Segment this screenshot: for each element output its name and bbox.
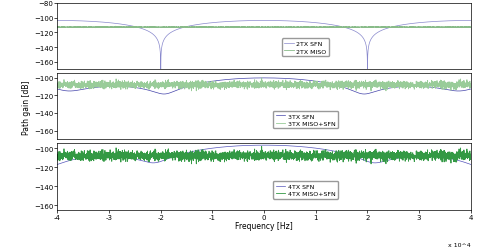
X-axis label: Frequency [Hz]: Frequency [Hz] [235, 222, 293, 230]
2TX MISO [468, 26, 474, 29]
2TX MISO [251, 26, 257, 30]
2TX MISO [355, 26, 361, 29]
Y-axis label: Path gain [dB]: Path gain [dB] [22, 80, 31, 134]
3TX SFN [456, 90, 461, 93]
3TX MISO+SFN [368, 90, 374, 93]
4TX MISO+SFN [456, 152, 461, 155]
2TX SFN [232, 20, 238, 24]
Legend: 3TX SFN, 3TX MISO+SFN: 3TX SFN, 3TX MISO+SFN [273, 111, 338, 129]
3TX SFN [355, 92, 361, 95]
3TX SFN [228, 78, 234, 81]
Line: 4TX SFN: 4TX SFN [57, 146, 471, 165]
4TX SFN [468, 163, 474, 166]
2TX MISO [228, 26, 234, 29]
4TX MISO+SFN [231, 154, 237, 157]
4TX MISO+SFN [54, 154, 60, 157]
2TX MISO [54, 26, 60, 29]
4TX MISO+SFN [259, 146, 264, 148]
3TX SFN [468, 88, 474, 91]
3TX MISO+SFN [468, 84, 474, 87]
Line: 3TX SFN: 3TX SFN [57, 78, 471, 95]
3TX SFN [54, 88, 60, 91]
Line: 2TX SFN: 2TX SFN [57, 21, 471, 71]
4TX SFN [251, 144, 257, 147]
4TX SFN [54, 163, 60, 166]
3TX MISO+SFN [228, 83, 234, 86]
2TX MISO [206, 27, 211, 30]
3TX SFN [361, 93, 367, 96]
4TX SFN [355, 156, 361, 160]
Line: 4TX MISO+SFN: 4TX MISO+SFN [57, 147, 471, 164]
2TX SFN [456, 20, 461, 23]
Legend: 2TX SFN, 2TX MISO: 2TX SFN, 2TX MISO [282, 39, 329, 57]
2TX SFN [54, 20, 60, 23]
4TX SFN [228, 145, 234, 148]
3TX MISO+SFN [435, 82, 441, 85]
3TX SFN [261, 77, 267, 80]
4TX MISO+SFN [251, 157, 257, 160]
4TX MISO+SFN [368, 163, 374, 166]
Line: 3TX MISO+SFN: 3TX MISO+SFN [57, 78, 471, 92]
3TX SFN [435, 87, 441, 90]
3TX SFN [231, 78, 237, 81]
3TX MISO+SFN [54, 84, 60, 86]
4TX MISO+SFN [228, 153, 234, 156]
Line: 2TX MISO: 2TX MISO [57, 27, 471, 29]
2TX MISO [232, 26, 238, 30]
2TX SFN [355, 32, 361, 35]
4TX SFN [231, 145, 237, 148]
4TX SFN [456, 159, 461, 162]
4TX MISO+SFN [355, 152, 361, 155]
4TX MISO+SFN [468, 156, 474, 158]
3TX MISO+SFN [259, 77, 264, 80]
3TX MISO+SFN [231, 83, 237, 86]
3TX SFN [251, 77, 257, 80]
2TX SFN [435, 21, 441, 24]
4TX MISO+SFN [435, 152, 441, 155]
2TX SFN [158, 70, 163, 73]
2TX SFN [228, 21, 234, 24]
2TX MISO [113, 26, 119, 29]
2TX MISO [456, 26, 461, 30]
3TX MISO+SFN [456, 82, 461, 85]
2TX SFN [251, 20, 257, 23]
4TX SFN [261, 144, 267, 147]
3TX MISO+SFN [251, 86, 257, 89]
2TX SFN [468, 20, 474, 23]
2TX MISO [435, 26, 441, 29]
4TX SFN [435, 156, 441, 159]
Text: x 10^4: x 10^4 [448, 242, 471, 248]
3TX MISO+SFN [355, 82, 361, 85]
Legend: 4TX SFN, 4TX MISO+SFN: 4TX SFN, 4TX MISO+SFN [273, 182, 338, 199]
